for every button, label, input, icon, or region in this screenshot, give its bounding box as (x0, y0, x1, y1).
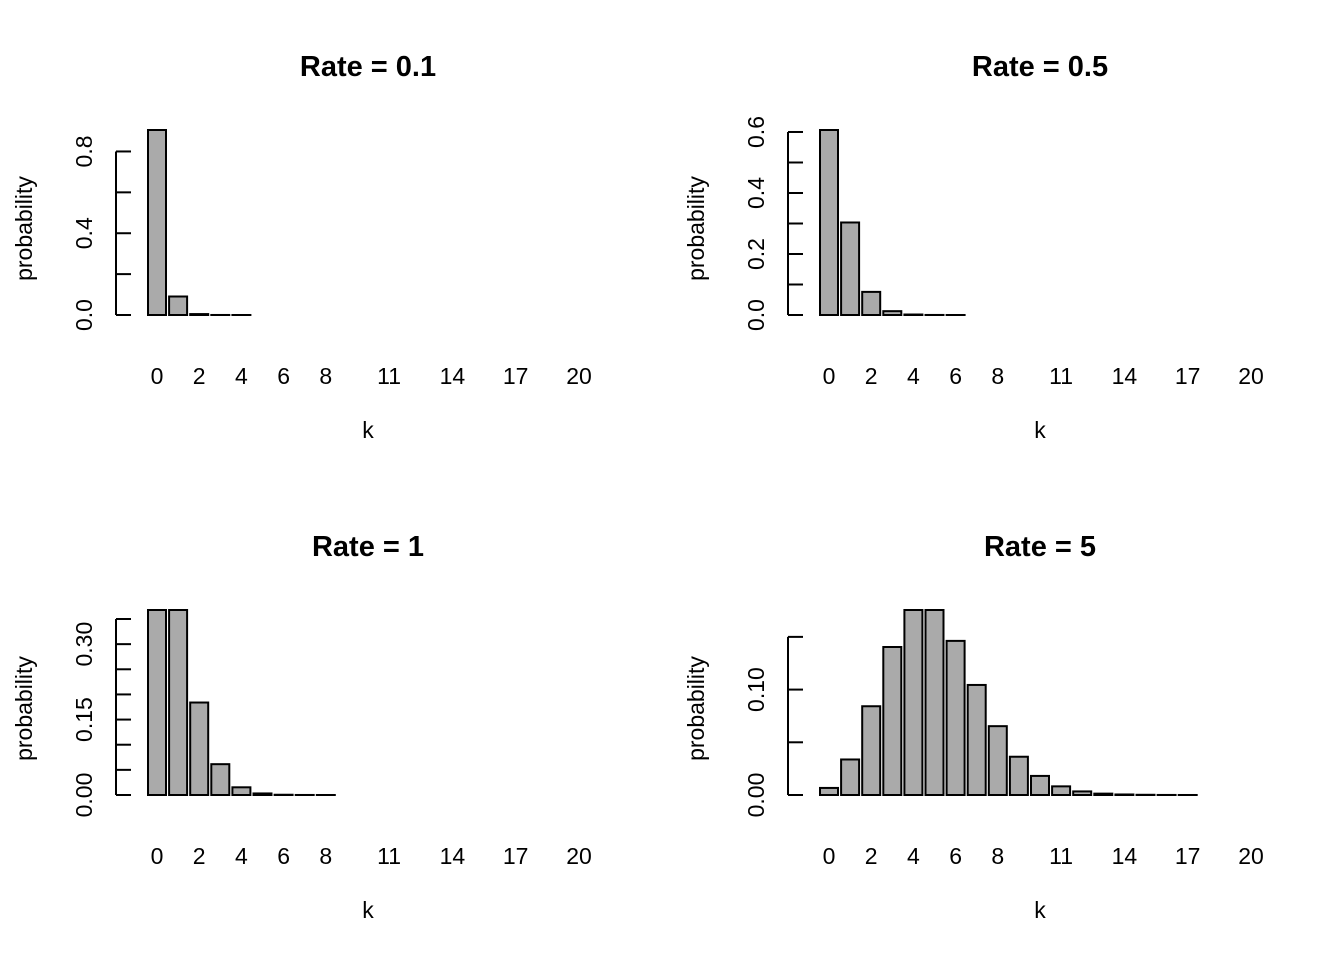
x-axis-title: k (362, 897, 374, 923)
x-axis-title: k (1034, 897, 1046, 923)
x-tick-label: 6 (277, 363, 290, 389)
y-axis-title: probability (11, 176, 37, 281)
y-tick-label: 0.0 (71, 299, 97, 331)
bar-k-1 (840, 758, 861, 796)
chart-title: Rate = 0.5 (972, 51, 1108, 83)
y-tick-label: 0.4 (743, 177, 769, 209)
x-tick-label: 4 (907, 363, 920, 389)
bar-k-2 (189, 701, 210, 796)
y-tick-label: 0.4 (71, 217, 97, 249)
x-tick-label: 20 (1238, 843, 1264, 869)
bar-k-8 (987, 725, 1008, 796)
y-tick-label: 0.6 (743, 116, 769, 148)
chart-title: Rate = 1 (312, 531, 424, 563)
x-tick-label: 4 (235, 843, 248, 869)
x-tick-label: 17 (503, 363, 529, 389)
bar-k-10 (1030, 774, 1050, 796)
y-tick-label: 0.00 (71, 773, 97, 818)
bar-k-0 (819, 129, 839, 316)
x-tick-label: 14 (1112, 363, 1138, 389)
bar-k-7 (966, 683, 987, 797)
panel-3: Rate = 1 0 2 4 6 8 11 14 17 20 0.00 0.15 0.30 probabi… (11, 531, 592, 923)
y-tick-label: 0.00 (743, 773, 769, 818)
x-axis-title: k (1034, 417, 1046, 443)
x-tick-label: 6 (949, 363, 962, 389)
x-tick-label: 2 (865, 843, 878, 869)
bar-k-4 (903, 609, 924, 796)
y-axis-title: probability (683, 176, 709, 281)
x-tick-label: 2 (193, 843, 206, 869)
y-axis-title: probability (683, 656, 709, 761)
x-tick-label: 2 (865, 363, 878, 389)
x-tick-label: 0 (151, 843, 164, 869)
y-tick-label: 0.15 (71, 697, 97, 742)
x-tick-label: 11 (377, 363, 401, 389)
bar-k-1 (168, 295, 189, 316)
x-tick-label: 11 (1049, 363, 1073, 389)
x-tick-label: 8 (991, 843, 1004, 869)
panel-2: Rate = 0.5 0 2 4 6 8 11 14 17 20 0.0 0.2 0.4 0.6 proba… (683, 51, 1264, 443)
y-axis-title: probability (11, 656, 37, 761)
x-tick-label: 0 (151, 363, 164, 389)
bar-k-3 (210, 763, 231, 797)
x-tick-label: 8 (319, 363, 332, 389)
panel-1: Rate = 0.1 0 2 4 6 8 11 14 17 20 0.0 0.4 0.8 probabil… (11, 51, 592, 443)
bar-k-2 (861, 705, 882, 797)
bar-k-6 (945, 639, 966, 796)
bar-k-9 (1008, 755, 1029, 797)
y-tick-label: 0.8 (71, 135, 97, 167)
bar-k-3 (882, 646, 903, 796)
x-tick-label: 14 (440, 843, 466, 869)
x-tick-label: 14 (1112, 843, 1138, 869)
bar-k-12 (1072, 790, 1093, 796)
x-tick-label: 11 (1049, 843, 1073, 869)
x-tick-label: 14 (440, 363, 466, 389)
x-tick-label: 0 (823, 363, 836, 389)
bar-k-14 (1114, 793, 1135, 797)
bar-k-0 (147, 609, 167, 796)
x-tick-label: 20 (566, 363, 592, 389)
chart-title: Rate = 5 (984, 531, 1096, 563)
bar-k-11 (1051, 785, 1072, 797)
x-tick-label: 20 (566, 843, 592, 869)
bar-k-1 (168, 609, 189, 796)
x-tick-label: 2 (193, 363, 206, 389)
y-tick-label: 0.30 (71, 622, 97, 667)
x-tick-label: 17 (1175, 843, 1201, 869)
x-tick-label: 11 (377, 843, 401, 869)
panel-4: Rate = 5 0 2 4 6 8 11 14 17 20 0.00 0.10 probability… (683, 531, 1264, 923)
bar-k-5 (924, 609, 945, 796)
x-tick-label: 17 (1175, 363, 1201, 389)
x-axis-title: k (362, 417, 374, 443)
x-tick-label: 6 (277, 843, 290, 869)
bar-k-4 (231, 786, 252, 797)
bar-k-13 (1093, 792, 1114, 797)
y-tick-label: 0.2 (743, 238, 769, 270)
x-tick-label: 17 (503, 843, 529, 869)
x-tick-label: 8 (319, 843, 332, 869)
bar-k-0 (819, 786, 839, 796)
bar-k-3 (882, 310, 903, 317)
bar-k-1 (840, 221, 861, 316)
x-tick-label: 6 (949, 843, 962, 869)
bar-k-0 (147, 129, 167, 316)
x-tick-label: 4 (907, 843, 920, 869)
y-tick-label: 0.10 (743, 667, 769, 712)
y-tick-label: 0.0 (743, 299, 769, 331)
bar-k-2 (861, 290, 882, 317)
x-tick-label: 20 (1238, 363, 1264, 389)
x-tick-label: 4 (235, 363, 248, 389)
bar-k-5 (252, 792, 273, 797)
x-tick-label: 0 (823, 843, 836, 869)
chart-title: Rate = 0.1 (300, 51, 436, 83)
x-tick-label: 8 (991, 363, 1004, 389)
bar-k-2 (189, 313, 210, 316)
